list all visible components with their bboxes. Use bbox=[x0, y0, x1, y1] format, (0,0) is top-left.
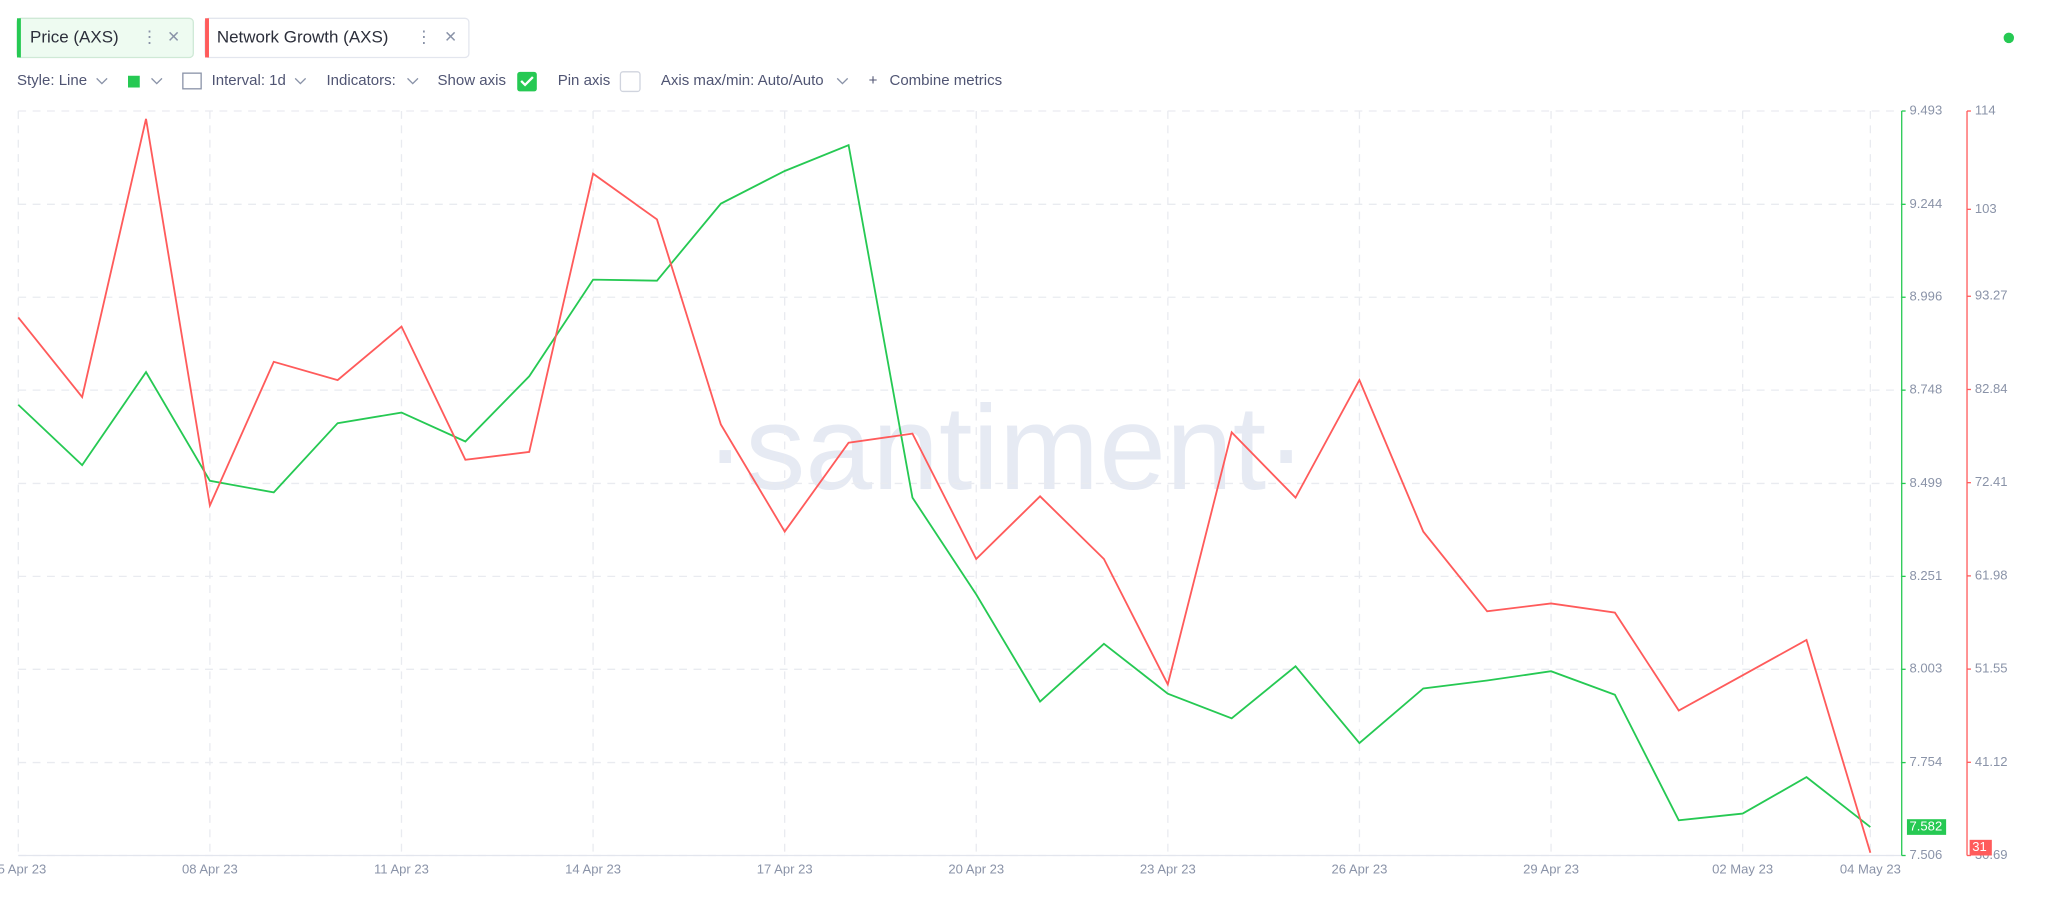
y-tick-label: 9.244 bbox=[1910, 196, 1943, 211]
y-tick-label: 61.98 bbox=[1975, 567, 2008, 582]
style-control[interactable]: Style: Line bbox=[17, 72, 87, 89]
show-axis-label: Show axis bbox=[438, 72, 506, 89]
color-picker[interactable] bbox=[128, 75, 140, 88]
y-tick-label: 8.499 bbox=[1910, 475, 1943, 490]
x-tick-label: 04 May 23 bbox=[1840, 861, 1901, 876]
interval-control[interactable]: Interval: 1d bbox=[212, 72, 286, 89]
tab-label: Network Growth (AXS) bbox=[217, 27, 389, 46]
y-tick-label: 7.506 bbox=[1910, 847, 1943, 862]
y-tick-label: 103 bbox=[1975, 201, 1997, 216]
tabs: Price (AXS) ⋮ ✕ Network Growth (AXS) ⋮ ✕ bbox=[16, 17, 2015, 59]
x-tick-label: 08 Apr 23 bbox=[182, 861, 238, 876]
y-tick-label: 8.251 bbox=[1910, 568, 1943, 583]
y-tick-label: 82.84 bbox=[1975, 381, 2008, 396]
tab-menu[interactable]: ⋮ bbox=[141, 27, 158, 46]
x-tick-label: 17 Apr 23 bbox=[757, 861, 813, 876]
last-value-badge bbox=[1969, 839, 1992, 856]
y-tick-label: 41.12 bbox=[1975, 754, 2008, 769]
y-tick-label: 9.493 bbox=[1910, 102, 1943, 117]
y-tick-label: 114 bbox=[1975, 102, 1996, 117]
combine-control[interactable]: Combine metrics bbox=[889, 72, 1002, 89]
pin-axis-label: Pin axis bbox=[558, 72, 611, 89]
series-line bbox=[17, 118, 1872, 854]
watermark: ·santiment· bbox=[705, 381, 1306, 515]
tab-menu[interactable]: ⋮ bbox=[415, 27, 432, 46]
y-tick-label: 8.996 bbox=[1910, 289, 1943, 304]
x-tick-label: 26 Apr 23 bbox=[1332, 861, 1388, 876]
y-tick-label: 72.41 bbox=[1975, 474, 2008, 489]
tab-color bbox=[16, 18, 21, 58]
x-tick-label: 05 Apr 23 bbox=[0, 861, 46, 876]
chevrons bbox=[96, 77, 849, 85]
y-tick-label: 51.55 bbox=[1975, 661, 2008, 676]
last-value-label: 31 bbox=[1972, 839, 1987, 854]
tab-close[interactable]: ✕ bbox=[167, 29, 180, 46]
interval-icon bbox=[182, 72, 202, 90]
x-tick-label: 20 Apr 23 bbox=[948, 861, 1004, 876]
indicators-control[interactable]: Indicators: bbox=[327, 72, 396, 89]
tab-color bbox=[205, 18, 209, 58]
combine-icon: + bbox=[869, 72, 878, 89]
tab-label: Price (AXS) bbox=[30, 27, 119, 46]
axis-control[interactable]: Axis max/min: Auto/Auto bbox=[661, 72, 824, 89]
x-tick-label: 02 May 23 bbox=[1712, 861, 1773, 876]
x-tick-label: 29 Apr 23 bbox=[1523, 861, 1579, 876]
last-value-badge bbox=[1906, 819, 1947, 835]
x-tick-label: 14 Apr 23 bbox=[565, 861, 621, 876]
status-dot bbox=[2003, 32, 2015, 44]
last-value-label: 7.582 bbox=[1910, 818, 1943, 833]
y-tick-label: 93.27 bbox=[1975, 288, 2008, 303]
y-tick-label: 8.003 bbox=[1910, 661, 1943, 676]
pin-axis-checkbox[interactable] bbox=[619, 71, 641, 93]
y-tick-label: 7.754 bbox=[1910, 754, 1943, 769]
x-tick-label: 23 Apr 23 bbox=[1140, 861, 1196, 876]
tab-close[interactable]: ✕ bbox=[444, 29, 457, 46]
check bbox=[520, 76, 534, 87]
series-line bbox=[17, 143, 1871, 828]
x-tick-label: 11 Apr 23 bbox=[374, 861, 429, 876]
y-tick-label: 8.748 bbox=[1910, 382, 1943, 397]
toolbar: Style: Line Interval: 1d Indicators: Sho… bbox=[17, 71, 1002, 93]
